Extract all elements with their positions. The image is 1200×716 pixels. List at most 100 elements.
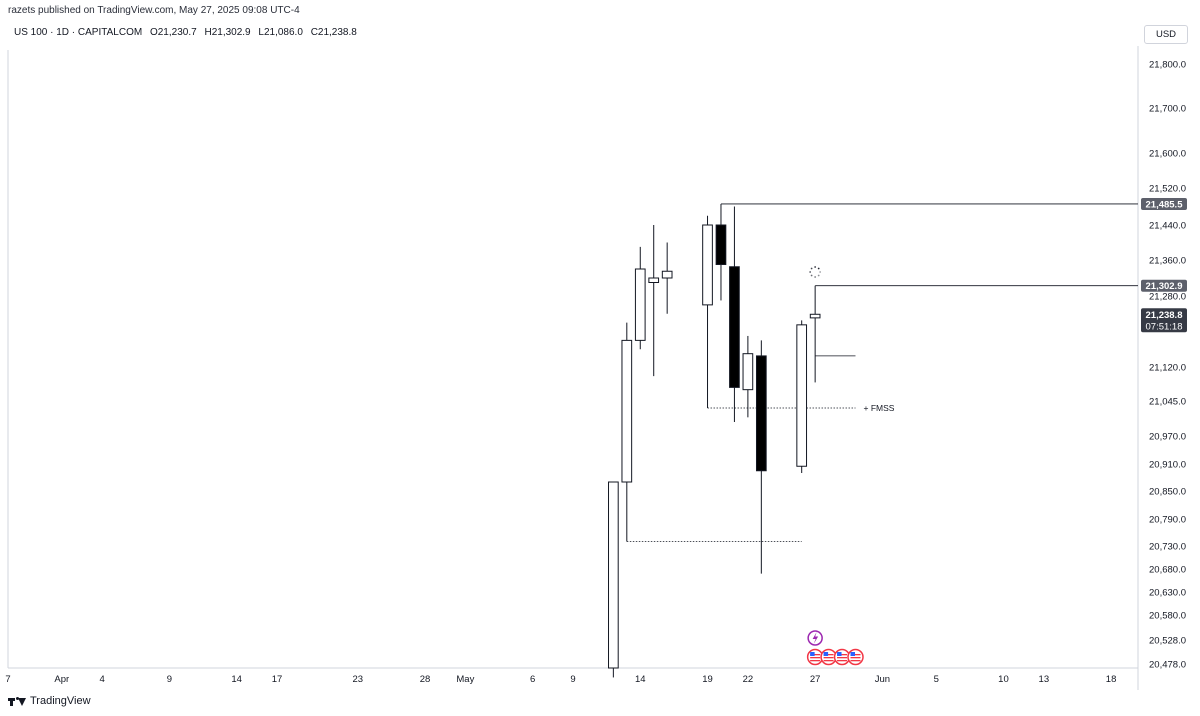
time-tick-label: 10 [998,674,1009,685]
price-tick-label: 21,045.0 [1149,397,1186,408]
price-tick-label: 21,440.0 [1149,221,1186,232]
flag-canton [810,652,815,656]
flag-canton [837,652,842,656]
candle-up [796,324,808,467]
close-value: C21,238.8 [310,27,357,38]
candle-up [661,270,673,279]
time-tick-label: 9 [570,674,575,685]
price-tick-label: 21,700.0 [1149,104,1186,115]
time-tick-label: 22 [743,674,754,685]
flag-stripe [823,657,834,659]
candle-down [715,224,727,265]
time-tick-label: 19 [702,674,713,685]
flag-stripe [823,654,834,656]
price-axis[interactable]: 21,800.0 21,700.0 21,600.0 21,520.0 21,440.0… [1149,60,1186,671]
flag-canton [850,652,855,656]
time-tick-label: 14 [231,674,242,685]
time-tick-label: 9 [167,674,172,685]
price-tick-label: 20,970.0 [1149,432,1186,443]
price-tick-label: 21,360.0 [1149,256,1186,267]
price-tick-label: 21,800.0 [1149,60,1186,71]
candle-up [621,339,633,483]
time-tick-label: 17 [272,674,283,685]
candle-up [634,268,646,341]
loading-dot [809,271,812,273]
time-tick-label: 6 [530,674,535,685]
price-tick-label: 21,520.0 [1149,184,1186,195]
time-tick-label: 23 [352,674,363,685]
flag-stripe [837,657,848,659]
candle-up [809,313,821,319]
flag-stripe [850,654,861,656]
event-icons[interactable] [806,266,864,666]
price-tag [1141,197,1187,210]
price-tag-label: 21,302.9 [1146,281,1183,292]
tradingview-logo-icon [8,696,26,706]
flag-stripe [837,654,848,656]
flag-stripe [837,660,848,662]
loading-dot [814,276,817,278]
flag-stripe [850,660,861,662]
flag-stripe [810,660,821,662]
published-note: razets published on TradingView.com, May… [8,5,300,16]
price-tag-label: 21,238.8 [1146,310,1183,321]
symbol-name[interactable]: US 100 · 1D · CAPITALCOM [14,27,143,38]
loading-dot [810,267,813,270]
symbol-legend: US 100 · 1D · CAPITALCOM O21,230.7 H21,3… [14,27,362,38]
loading-dot [817,274,820,277]
drawing-layer: + FMSS [626,203,1138,542]
candle-up [742,353,754,391]
price-tag [1141,279,1187,292]
currency-button[interactable]: USD [1144,25,1188,44]
candle-up [608,481,619,669]
fmss-label: + FMSS [864,403,895,413]
price-tick-label: 20,730.0 [1149,542,1186,553]
price-tick-label: 20,630.0 [1149,588,1186,599]
flag-stripe [810,657,821,659]
time-tick-label: 14 [635,674,646,685]
low-value: L21,086.0 [258,27,303,38]
time-tick-label: 5 [934,674,939,685]
time-tick-label: 13 [1039,674,1050,685]
time-tick-label: Apr [54,674,69,685]
time-axis[interactable]: 7 Apr 4 9 14 17 23 28 May 6 9 14 19 22 27 Jun 5 10 13 18 [5,674,1116,685]
price-tick-label: 20,910.0 [1149,460,1186,471]
loading-dot [819,271,822,273]
time-tick-label: 18 [1106,674,1117,685]
price-tick-label: 20,680.0 [1149,565,1186,576]
lightning-glyph [812,632,819,644]
candle-down [729,266,740,388]
flag-stripe [810,654,821,656]
flag-canton [823,652,829,656]
footer-brand: TradingView [30,695,91,707]
candle-up [702,224,713,306]
open-value: O21,230.7 [149,27,197,38]
price-tick-label: 21,120.0 [1149,363,1186,374]
time-tick-label: 27 [810,674,821,685]
loading-dot [810,274,813,277]
countdown-label: 07:51:18 [1146,321,1183,332]
time-tick-label: Jun [875,674,890,685]
price-tick-label: 20,790.0 [1149,515,1186,526]
time-tick-label: May [456,674,474,685]
time-tick-label: 28 [420,674,431,685]
footer: TradingView [8,695,91,707]
price-tick-label: 20,478.0 [1149,660,1186,671]
price-tag-label: 21,485.5 [1146,199,1184,210]
candles-layer [608,203,821,678]
price-tick-label: 21,280.0 [1149,292,1186,303]
flag-stripe [823,660,834,662]
price-tick-label: 20,580.0 [1149,611,1186,622]
high-value: H21,302.9 [204,27,251,38]
time-tick-label: 4 [100,674,105,685]
candle-down [755,355,767,472]
loading-dot [817,267,820,270]
price-tag [1141,308,1187,333]
price-tick-label: 21,600.0 [1149,149,1186,160]
candle-up [648,277,660,283]
price-tick-label: 20,528.0 [1149,636,1186,647]
flag-stripe [850,657,861,659]
price-tick-label: 20,850.0 [1149,487,1186,498]
loading-dot [814,266,817,268]
